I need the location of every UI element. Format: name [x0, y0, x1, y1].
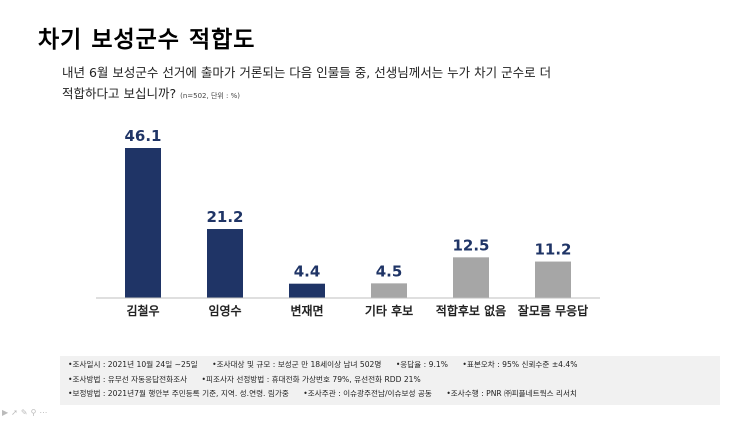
bar — [535, 261, 571, 298]
footer-row-1: •조사일시 : 2021년 10월 24일 ~25일 •조사대상 및 규모 : … — [68, 358, 712, 373]
bar — [371, 283, 407, 298]
menu-icon[interactable]: ⋯ — [39, 408, 51, 417]
category-label: 기타 후보 — [365, 303, 413, 318]
presentation-controls: ▶➚✎⚲⋯ — [2, 408, 50, 417]
page-title: 차기 보성군수 적합도 — [38, 27, 256, 53]
question-line-2: 적합하다고 보십니까? (n=502, 단위 : %) — [62, 83, 662, 107]
bar — [125, 148, 161, 298]
question-line-1: 내년 6월 보성군수 선거에 출마가 거론되는 다음 인물들 중, 선생님께서는… — [62, 65, 552, 80]
footer-item: •조사주관 : 이슈광주전남/이슈보성 공동 — [303, 389, 432, 398]
pen-icon[interactable]: ✎ — [20, 408, 31, 417]
footer-item: •피조사자 선정방법 : 휴대전화 가상번호 79%, 유선전화 RDD 21% — [201, 374, 421, 384]
question-line-2-text: 적합하다고 보십니까? — [62, 86, 177, 101]
footer-item: •조사일시 : 2021년 10월 24일 ~25일 — [68, 360, 198, 369]
bar — [289, 283, 325, 298]
play-icon[interactable]: ▶ — [2, 408, 12, 417]
category-label: 김철우 — [126, 303, 159, 318]
bar — [207, 229, 243, 298]
category-label: 적합후보 없음 — [436, 303, 506, 318]
bar-chart: 46.1 김철우 21.2 임영수 4.4 변재면 4.5 기타 후보 12.5 적합후보 없음 1… — [96, 127, 600, 318]
pointer-icon[interactable]: ➚ — [11, 408, 21, 417]
category-label: 변재면 — [290, 303, 323, 318]
sample-note: (n=502, 단위 : %) — [180, 92, 241, 100]
category-label: 잘모름 무응답 — [518, 303, 588, 318]
data-label: 46.1 — [124, 127, 161, 145]
bar — [453, 257, 489, 298]
footer-item: •조사수행 : PNR ㈜피플네트웍스 리서치 — [446, 389, 577, 398]
footer-item: •보정방법 : 2021년7월 행안부 주민등록 기준, 지역. 성.연령. 림… — [68, 389, 289, 398]
footer-item: •조사대상 및 규모 : 보성군 만 18세이상 남녀 502명 — [212, 360, 382, 369]
data-label: 4.5 — [376, 262, 403, 280]
data-label: 11.2 — [534, 241, 571, 259]
footer-row-2: •조사방법 : 유무선 자동응답전화조사 •피조사자 선정방법 : 휴대전화 가… — [68, 373, 712, 388]
data-label: 4.4 — [294, 263, 321, 281]
footer-row-3: •보정방법 : 2021년7월 행안부 주민등록 기준, 지역. 성.연령. 림… — [68, 387, 712, 402]
data-label: 12.5 — [452, 236, 489, 254]
zoom-icon[interactable]: ⚲ — [30, 408, 40, 417]
footer-item: •표본오차 : 95% 신뢰수준 ±4.4% — [462, 360, 578, 369]
data-label: 21.2 — [206, 208, 243, 226]
survey-info-box: •조사일시 : 2021년 10월 24일 ~25일 •조사대상 및 규모 : … — [60, 356, 720, 405]
survey-question: 내년 6월 보성군수 선거에 출마가 거론되는 다음 인물들 중, 선생님께서는… — [62, 62, 662, 107]
category-label: 임영수 — [208, 303, 241, 318]
footer-item: •조사방법 : 유무선 자동응답전화조사 — [68, 374, 188, 384]
footer-item: •응답율 : 9.1% — [395, 360, 448, 369]
